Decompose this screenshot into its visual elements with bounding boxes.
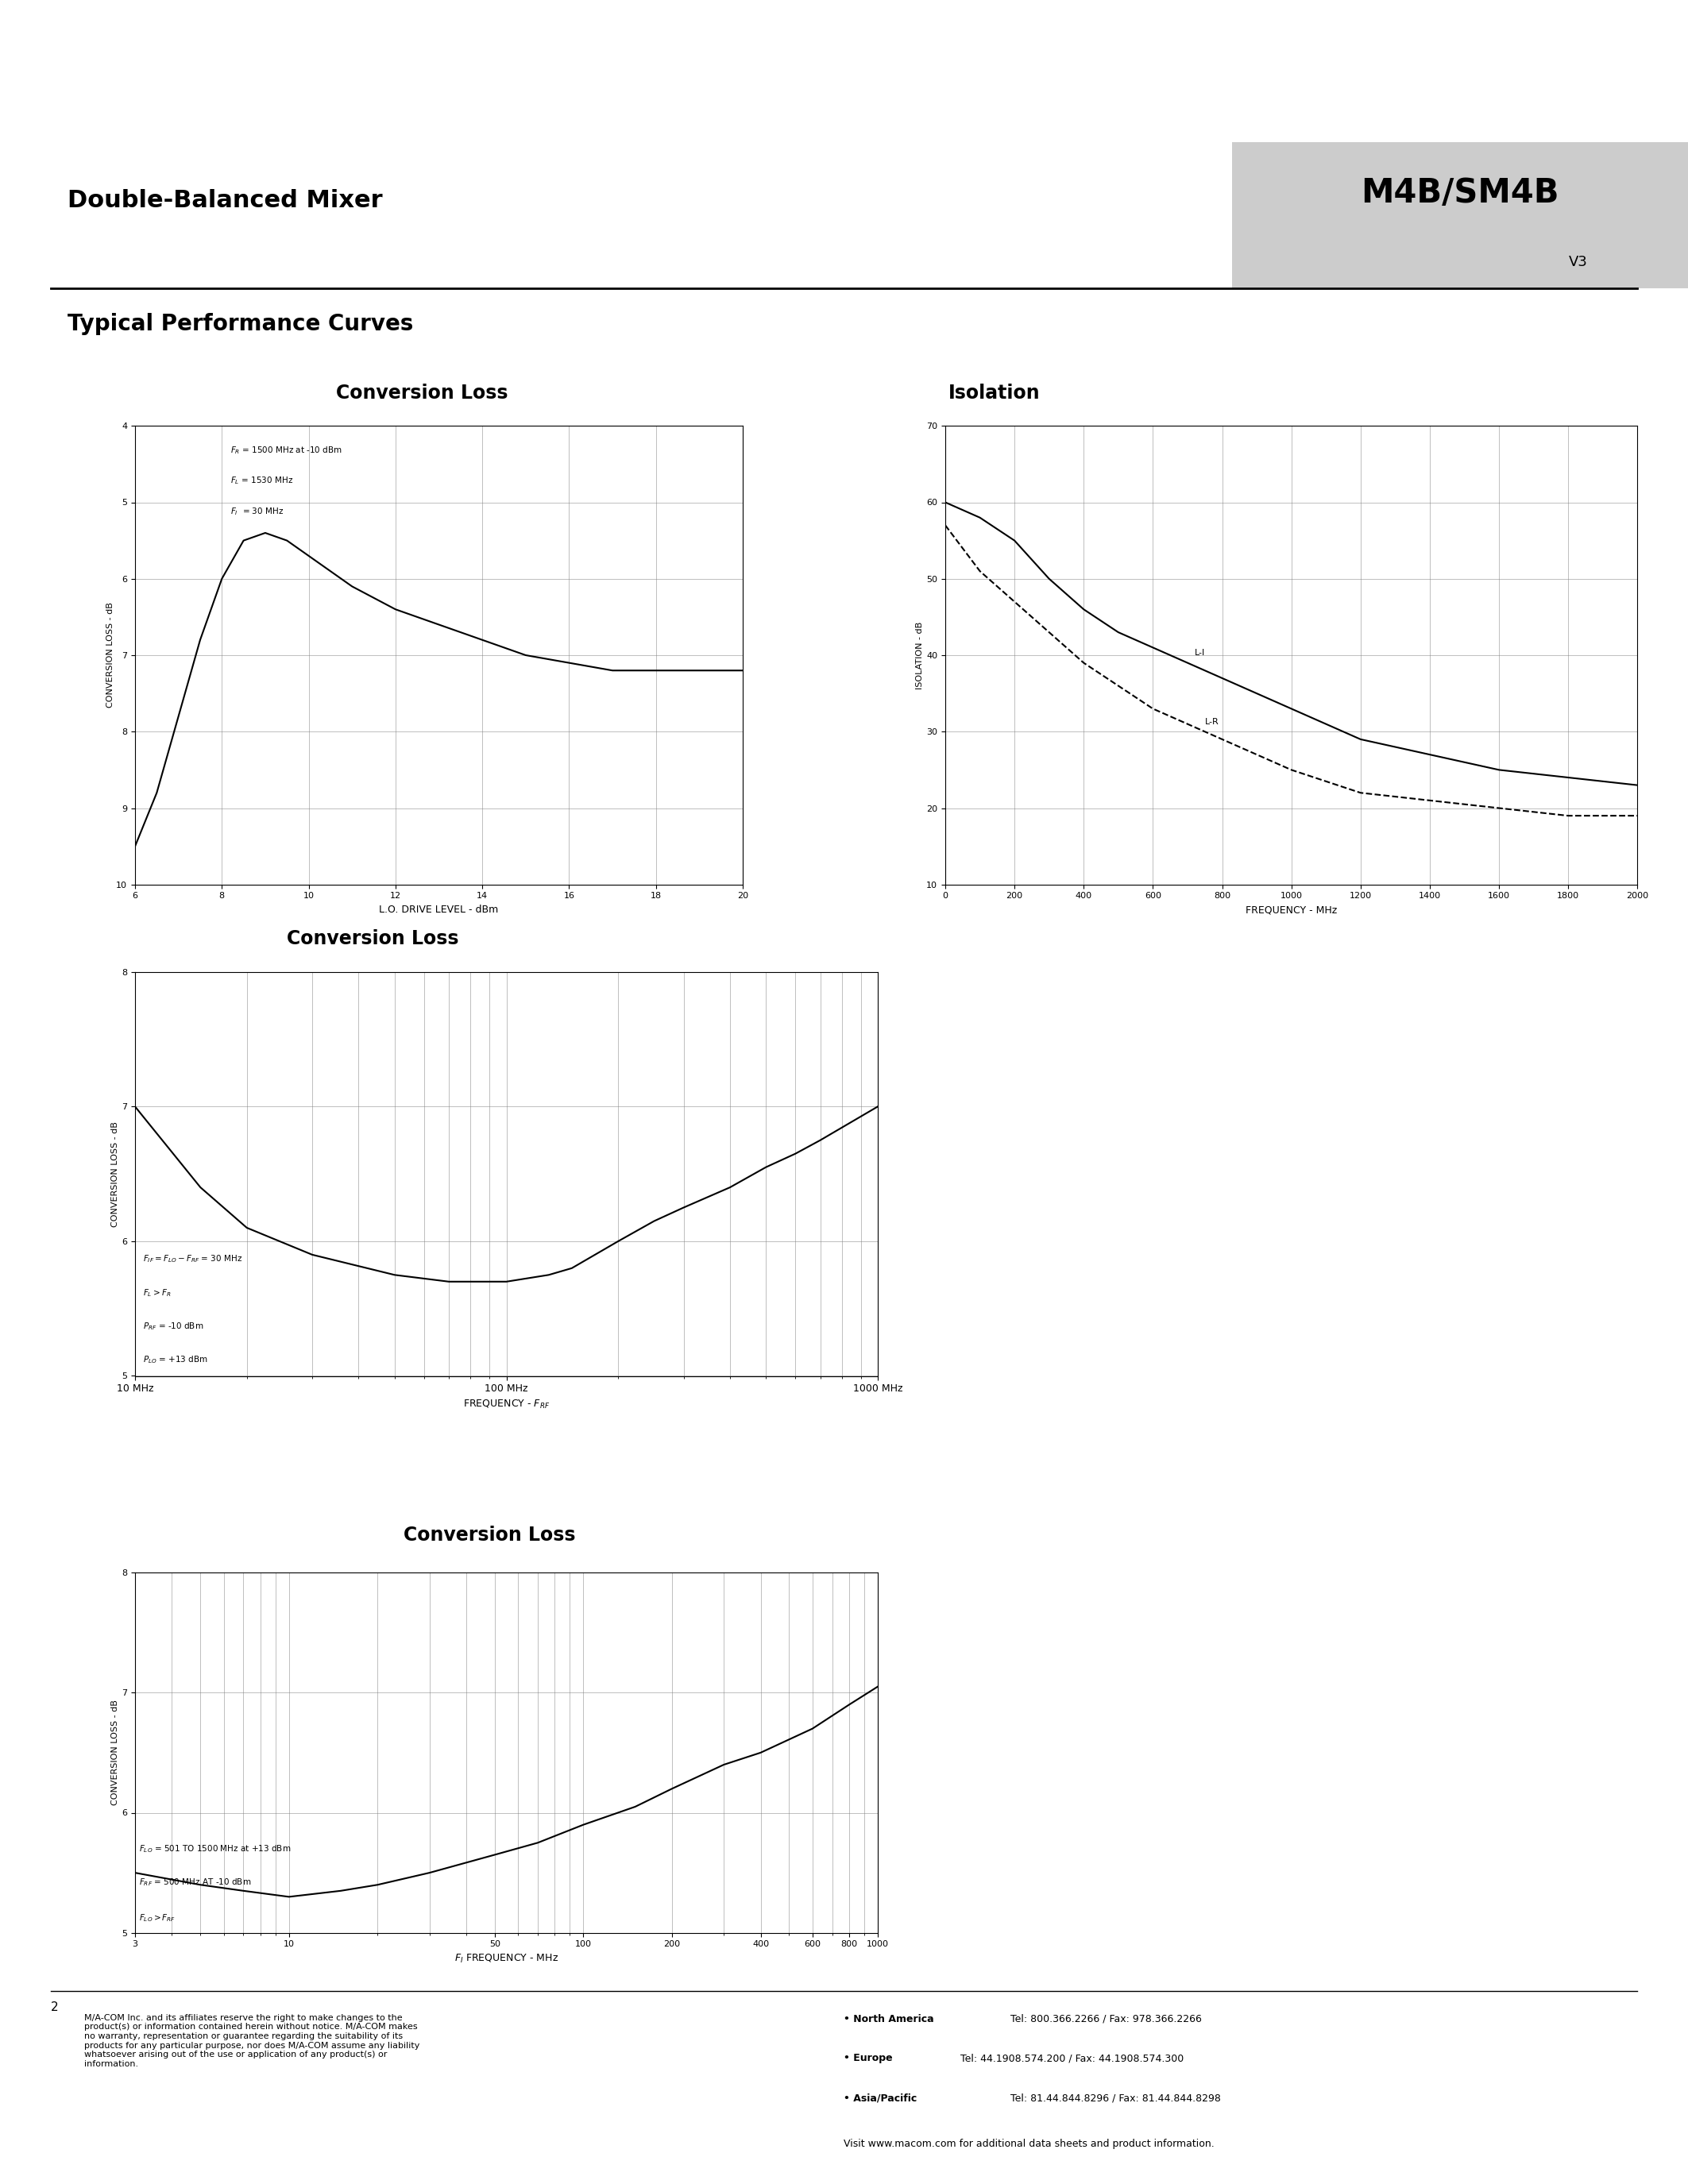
Text: Conversion Loss: Conversion Loss — [336, 384, 508, 402]
Text: Tel: 81.44.844.8296 / Fax: 81.44.844.8298: Tel: 81.44.844.8296 / Fax: 81.44.844.829… — [1004, 2092, 1220, 2103]
Text: Visit www.macom.com for additional data sheets and product information.: Visit www.macom.com for additional data … — [844, 2138, 1215, 2149]
Text: $F_L > F_R$: $F_L > F_R$ — [143, 1286, 170, 1297]
Text: • Asia/Pacific: • Asia/Pacific — [844, 2092, 917, 2103]
Text: $P_{RF}$ = -10 dBm: $P_{RF}$ = -10 dBm — [143, 1321, 204, 1332]
Text: $F_L$ = 1530 MHz: $F_L$ = 1530 MHz — [231, 476, 294, 487]
Text: • North America: • North America — [844, 2014, 933, 2025]
Text: L-I: L-I — [1195, 649, 1205, 657]
Text: • Europe: • Europe — [844, 2053, 893, 2064]
Y-axis label: CONVERSION LOSS - dB: CONVERSION LOSS - dB — [106, 603, 115, 708]
Text: L-R: L-R — [1205, 719, 1219, 725]
Text: Double-Balanced Mixer: Double-Balanced Mixer — [68, 190, 383, 212]
Bar — [1232, 142, 1688, 288]
Text: M/ACOM: M/ACOM — [1286, 50, 1482, 92]
Y-axis label: CONVERSION LOSS - dB: CONVERSION LOSS - dB — [111, 1120, 120, 1227]
Text: $F_{IF} = F_{LO} - F_{RF}$ = 30 MHz: $F_{IF} = F_{LO} - F_{RF}$ = 30 MHz — [143, 1254, 243, 1265]
Text: Conversion Loss: Conversion Loss — [287, 930, 459, 948]
Text: M/A-COM Inc. and its affiliates reserve the right to make changes to the
product: M/A-COM Inc. and its affiliates reserve … — [84, 2014, 420, 2068]
Text: Typical Performance Curves: Typical Performance Curves — [68, 312, 414, 334]
Text: $F_{LO} > F_{RF}$: $F_{LO} > F_{RF}$ — [138, 1913, 176, 1924]
Text: $P_{LO}$ = +13 dBm: $P_{LO}$ = +13 dBm — [143, 1354, 208, 1365]
Text: $F_I$  = 30 MHz: $F_I$ = 30 MHz — [231, 507, 284, 518]
Text: Conversion Loss: Conversion Loss — [403, 1527, 576, 1544]
Y-axis label: ISOLATION - dB: ISOLATION - dB — [917, 622, 923, 690]
Text: M4B/SM4B: M4B/SM4B — [1361, 177, 1560, 210]
X-axis label: FREQUENCY - $F_{RF}$: FREQUENCY - $F_{RF}$ — [463, 1398, 550, 1411]
X-axis label: FREQUENCY - MHz: FREQUENCY - MHz — [1246, 904, 1337, 915]
Text: $F_{LO}$ = 501 TO 1500 MHz at +13 dBm: $F_{LO}$ = 501 TO 1500 MHz at +13 dBm — [138, 1843, 292, 1854]
Text: $F_R$ = 1500 MHz at -10 dBm: $F_R$ = 1500 MHz at -10 dBm — [231, 446, 343, 456]
Text: tyco: tyco — [68, 31, 147, 66]
X-axis label: L.O. DRIVE LEVEL - dBm: L.O. DRIVE LEVEL - dBm — [380, 904, 498, 915]
Text: $F_{RF}$ = 500 MHz AT -10 dBm: $F_{RF}$ = 500 MHz AT -10 dBm — [138, 1876, 252, 1887]
Y-axis label: CONVERSION LOSS - dB: CONVERSION LOSS - dB — [111, 1699, 120, 1806]
Text: Tel: 800.366.2266 / Fax: 978.366.2266: Tel: 800.366.2266 / Fax: 978.366.2266 — [1004, 2014, 1202, 2025]
X-axis label: $F_I$ FREQUENCY - MHz: $F_I$ FREQUENCY - MHz — [454, 1952, 559, 1966]
Text: V3: V3 — [1568, 256, 1588, 269]
Text: Isolation: Isolation — [949, 384, 1040, 402]
Text: Tel: 44.1908.574.200 / Fax: 44.1908.574.300: Tel: 44.1908.574.200 / Fax: 44.1908.574.… — [954, 2053, 1183, 2064]
Text: 2: 2 — [51, 2001, 59, 2014]
Text: Electronics: Electronics — [68, 103, 140, 116]
